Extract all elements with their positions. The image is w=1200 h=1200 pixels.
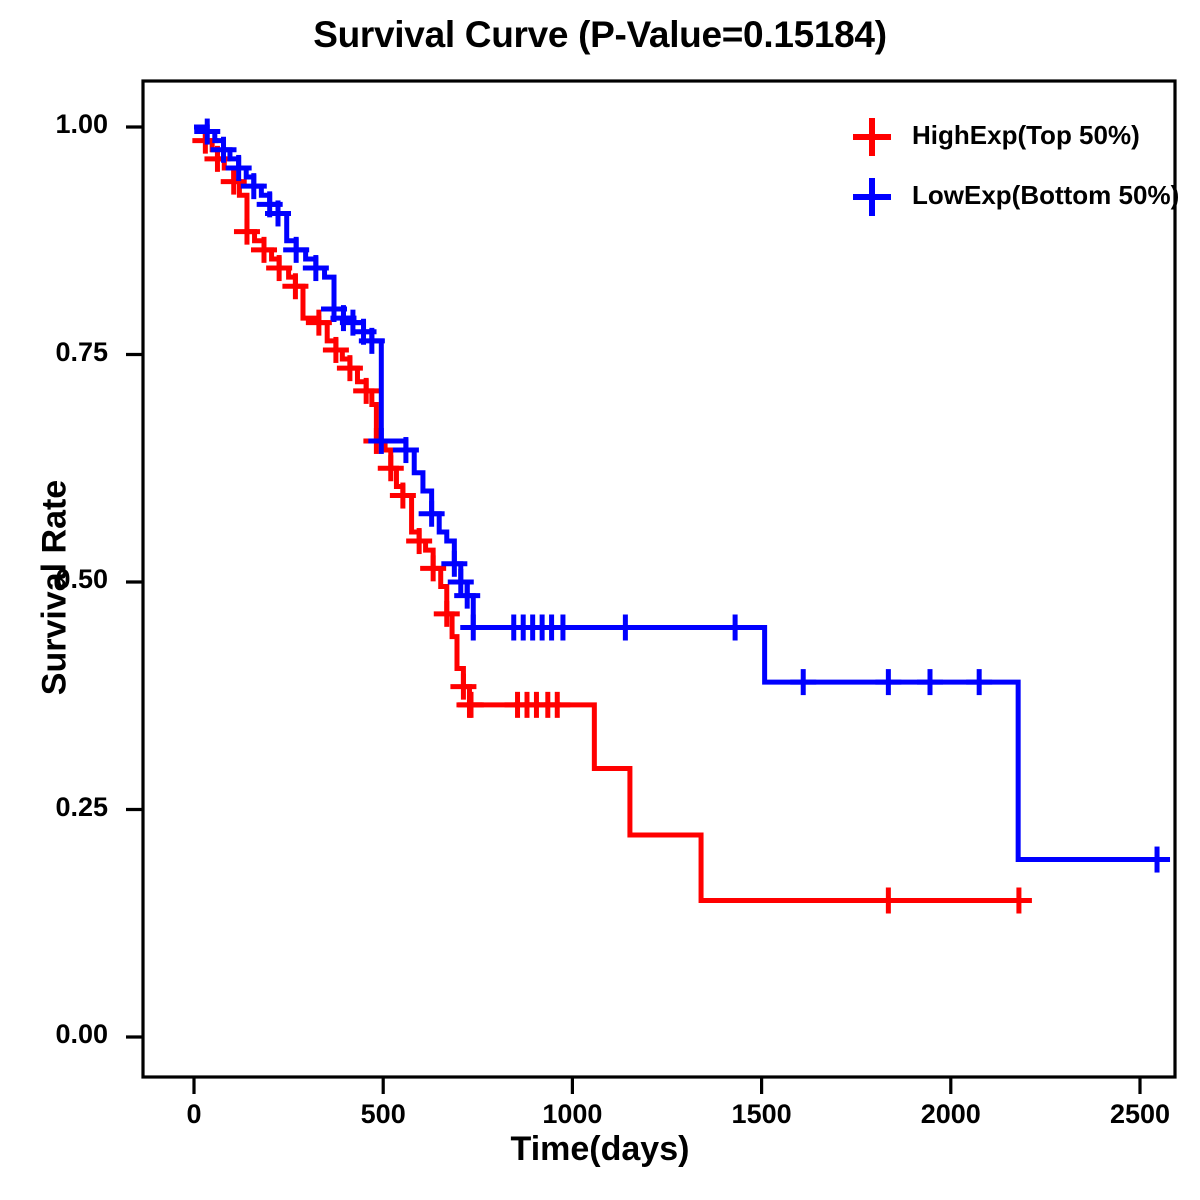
x-tick-label: 1500 — [731, 1099, 792, 1129]
step-line — [194, 124, 1025, 903]
plot-frame — [141, 79, 1177, 1079]
x-tick-label: 0 — [186, 1099, 202, 1129]
x-axis-label: Time(days) — [510, 1130, 690, 1168]
legend-item-label: LowExp(Bottom 50%) — [912, 180, 1180, 210]
series-highexp — [192, 124, 1032, 914]
legend-markers — [853, 118, 891, 216]
y-tick-label: 0.00 — [55, 1019, 108, 1049]
y-tick-label: 0.25 — [55, 791, 108, 822]
chart-title: Survival Curve (P-Value=0.15184) — [313, 14, 887, 55]
x-tick-label: 2000 — [920, 1099, 981, 1129]
x-tick-label: 1000 — [542, 1099, 603, 1129]
legend-item-label: HighExp(Top 50%) — [912, 120, 1140, 150]
y-tick-label: 0.75 — [55, 336, 108, 367]
y-tick-label: 1.00 — [55, 109, 108, 139]
y-tick-label: 0.50 — [55, 564, 108, 594]
step-line — [194, 124, 1163, 863]
survival-curves — [192, 118, 1171, 914]
series-lowexp — [194, 118, 1171, 873]
x-tick-label: 2500 — [1109, 1099, 1171, 1129]
x-tick-label: 500 — [360, 1099, 406, 1129]
axis-ticks — [126, 125, 1142, 1094]
